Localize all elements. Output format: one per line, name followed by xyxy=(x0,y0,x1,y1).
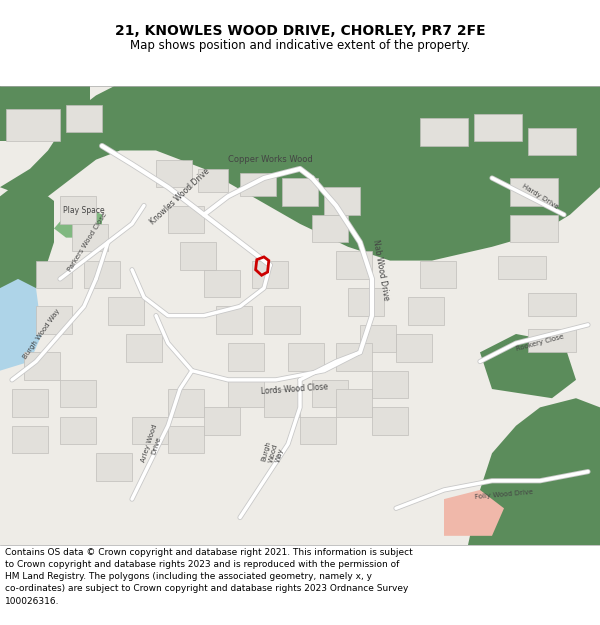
Text: Play Space: Play Space xyxy=(63,206,105,214)
Polygon shape xyxy=(6,109,60,141)
Polygon shape xyxy=(60,380,96,408)
Polygon shape xyxy=(336,343,372,371)
Polygon shape xyxy=(468,398,600,545)
Polygon shape xyxy=(0,187,54,316)
Polygon shape xyxy=(108,298,144,325)
Polygon shape xyxy=(336,389,372,416)
Polygon shape xyxy=(480,334,576,398)
Polygon shape xyxy=(12,426,48,453)
Text: Knowles Wood Drive: Knowles Wood Drive xyxy=(148,166,212,226)
Text: Parkers Wood Close: Parkers Wood Close xyxy=(67,212,107,272)
Polygon shape xyxy=(168,426,204,453)
Polygon shape xyxy=(408,298,444,325)
Polygon shape xyxy=(54,206,102,238)
Polygon shape xyxy=(300,416,336,444)
Text: Burgh
Wood
Way: Burgh Wood Way xyxy=(260,441,286,466)
Polygon shape xyxy=(96,453,132,481)
Polygon shape xyxy=(36,306,72,334)
Polygon shape xyxy=(312,380,348,408)
Polygon shape xyxy=(72,224,108,251)
Text: Nab Wood Drive: Nab Wood Drive xyxy=(371,239,391,301)
Polygon shape xyxy=(510,178,558,206)
Polygon shape xyxy=(264,306,300,334)
Polygon shape xyxy=(66,104,102,132)
Polygon shape xyxy=(282,178,318,206)
Polygon shape xyxy=(528,127,576,155)
Polygon shape xyxy=(0,279,42,371)
Polygon shape xyxy=(360,325,396,352)
Polygon shape xyxy=(348,288,384,316)
Text: 21, KNOWLES WOOD DRIVE, CHORLEY, PR7 2FE: 21, KNOWLES WOOD DRIVE, CHORLEY, PR7 2FE xyxy=(115,24,485,38)
Text: Arley Wood
Drive: Arley Wood Drive xyxy=(140,423,166,465)
Polygon shape xyxy=(204,408,240,435)
Polygon shape xyxy=(60,416,96,444)
Text: Rookery Close: Rookery Close xyxy=(515,334,565,352)
Polygon shape xyxy=(396,334,432,361)
Polygon shape xyxy=(204,270,240,298)
Polygon shape xyxy=(528,292,576,316)
Polygon shape xyxy=(216,306,252,334)
Polygon shape xyxy=(528,329,576,352)
Polygon shape xyxy=(36,261,72,288)
Polygon shape xyxy=(132,416,168,444)
Text: Contains OS data © Crown copyright and database right 2021. This information is : Contains OS data © Crown copyright and d… xyxy=(5,548,413,606)
Polygon shape xyxy=(168,206,204,233)
Polygon shape xyxy=(240,173,276,196)
Polygon shape xyxy=(420,261,456,288)
Polygon shape xyxy=(252,261,288,288)
Polygon shape xyxy=(12,389,48,416)
Polygon shape xyxy=(0,86,600,261)
Polygon shape xyxy=(444,490,504,536)
Polygon shape xyxy=(372,371,408,398)
Polygon shape xyxy=(510,215,558,242)
Polygon shape xyxy=(24,352,60,380)
Polygon shape xyxy=(474,114,522,141)
Text: Map shows position and indicative extent of the property.: Map shows position and indicative extent… xyxy=(130,39,470,51)
Polygon shape xyxy=(156,159,192,187)
Polygon shape xyxy=(324,187,360,215)
Polygon shape xyxy=(198,169,228,192)
Text: Copper Works Wood: Copper Works Wood xyxy=(227,155,313,164)
Polygon shape xyxy=(126,334,162,361)
Polygon shape xyxy=(312,215,348,242)
Polygon shape xyxy=(180,242,216,270)
Polygon shape xyxy=(288,343,324,371)
Polygon shape xyxy=(0,86,90,141)
Polygon shape xyxy=(336,251,372,279)
Text: Hardy Drive: Hardy Drive xyxy=(521,182,559,210)
Polygon shape xyxy=(372,408,408,435)
Polygon shape xyxy=(498,256,546,279)
Polygon shape xyxy=(168,389,204,416)
Bar xyxy=(0,86,600,545)
Polygon shape xyxy=(60,196,96,224)
Polygon shape xyxy=(84,261,120,288)
Polygon shape xyxy=(228,343,264,371)
Polygon shape xyxy=(228,380,264,408)
Polygon shape xyxy=(420,118,468,146)
Polygon shape xyxy=(264,389,300,416)
Text: Lords Wood Close: Lords Wood Close xyxy=(260,382,328,396)
Text: Burgh Wood Way: Burgh Wood Way xyxy=(22,308,62,360)
Text: Folly Wood Drive: Folly Wood Drive xyxy=(475,489,533,500)
